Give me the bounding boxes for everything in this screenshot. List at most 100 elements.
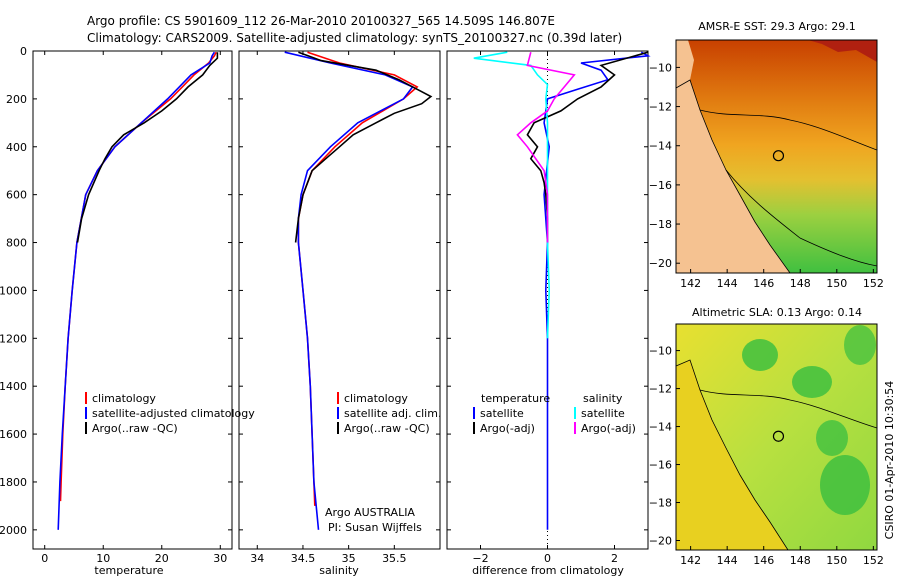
map-x-tick-label: 142 <box>680 554 701 567</box>
pi-label: PI: Susan Wijffels <box>328 521 422 534</box>
header-line-1: Argo profile: CS 5901609_112 26-Mar-2010… <box>87 14 555 28</box>
y-tick-label: 1600 <box>0 428 27 441</box>
sla-blob-2 <box>792 366 832 398</box>
map-x-tick-label: 150 <box>826 554 847 567</box>
x-tick-label: 30 <box>213 552 227 565</box>
map-x-tick-label: 144 <box>717 554 738 567</box>
y-tick-label: 1000 <box>0 284 27 297</box>
map-y-tick-label: −18 <box>649 497 672 510</box>
map-y-tick-label: −16 <box>649 179 672 192</box>
sst-shelf-contour <box>699 109 878 151</box>
sla-blob-5 <box>820 455 870 515</box>
x-tick-label: 0 <box>41 552 48 565</box>
legend-label-satellite-adj: satellite adj. clim. <box>344 407 441 420</box>
sla-blob-4 <box>816 420 848 456</box>
map-y-tick-label: −14 <box>649 140 672 153</box>
y-tick-label: 1400 <box>0 380 27 393</box>
x-tick-label: 35 <box>342 552 356 565</box>
legend-header-temperature: temperature <box>481 392 550 405</box>
y-tick-label: 0 <box>20 45 27 58</box>
side-timestamp-label: CSIRO 01-Apr-2010 10:30:54 <box>883 381 896 540</box>
series-line-satellite-adjusted-climatology <box>57 51 216 530</box>
salinity-axes-frame <box>238 50 441 550</box>
y-tick-label: 600 <box>6 189 27 202</box>
x-tick-label: 34.5 <box>291 552 316 565</box>
x-tick-label: 35.5 <box>382 552 407 565</box>
map-y-tick-label: −14 <box>649 421 672 434</box>
sst-map-title: AMSR-E SST: 29.3 Argo: 29.1 <box>698 20 856 33</box>
salinity-panel: 34 34.5 35 35.5 <box>238 50 441 565</box>
amsre-sst-map: AMSR-E SST: 29.3 Argo: 29.1 142 144 146 148… <box>649 20 884 290</box>
legend-label-sal-argo: Argo(-adj) <box>581 422 636 435</box>
y-tick-label: 2000 <box>0 524 27 537</box>
map-x-tick-label: 152 <box>863 277 884 290</box>
sst-map-frame <box>675 39 878 274</box>
y-tick-label: 400 <box>6 141 27 154</box>
map-x-tick-label: 142 <box>680 277 701 290</box>
series-line-climatology <box>297 51 419 506</box>
sla-map-title: Altimetric SLA: 0.13 Argo: 0.14 <box>692 306 862 319</box>
temperature-xlabel: temperature <box>94 564 163 577</box>
temperature-panel: 0 10 20 30 0 200 400 600 800 1000 1200 1400 1600 1800… <box>0 45 233 565</box>
map-x-tick-label: 150 <box>826 277 847 290</box>
temperature-legend: climatology satellite-adjusted climatolo… <box>85 392 255 435</box>
legend-label-argo: Argo(..raw -QC) <box>344 422 430 435</box>
sla-blob-1 <box>742 339 778 371</box>
x-tick-label: 20 <box>155 552 169 565</box>
sla-map-frame <box>675 323 878 551</box>
difference-panel: −2 0 2 <box>446 50 651 565</box>
map-x-tick-label: 152 <box>863 554 884 567</box>
map-x-tick-label: 146 <box>753 554 774 567</box>
x-tick-label: 0 <box>544 552 551 565</box>
sst-argo-position-marker <box>772 150 785 162</box>
difference-legend: temperature salinity satellite Argo(-adj… <box>473 392 636 435</box>
y-tick-label: 200 <box>6 93 27 106</box>
map-x-tick-label: 148 <box>790 554 811 567</box>
x-tick-label: 34 <box>250 552 264 565</box>
series-line-argo-raw-qc- <box>294 51 433 243</box>
legend-label-temp-argo: Argo(-adj) <box>480 422 535 435</box>
header-line-2: Climatology: CARS2009. Satellite-adjuste… <box>87 31 622 45</box>
sla-blob-3 <box>844 325 876 365</box>
sst-warm-patch <box>808 40 877 62</box>
legend-label-climatology: climatology <box>344 392 408 405</box>
y-tick-label: 1200 <box>0 332 27 345</box>
legend-label-climatology: climatology <box>92 392 156 405</box>
sst-land-north <box>676 40 694 88</box>
y-tick-label: 1800 <box>0 476 27 489</box>
y-tick-label: 800 <box>6 237 27 250</box>
temperature-axes-frame <box>32 50 233 550</box>
series-line-satellite-adj-clim- <box>284 51 414 530</box>
map-y-tick-label: −12 <box>649 383 672 396</box>
salinity-xlabel: salinity <box>319 564 359 577</box>
x-tick-label: −2 <box>472 552 488 565</box>
map-y-tick-label: −12 <box>649 101 672 114</box>
map-y-tick-label: −18 <box>649 218 672 231</box>
map-x-tick-label: 146 <box>753 277 774 290</box>
argo-australia-label: Argo AUSTRALIA <box>325 506 415 519</box>
map-y-tick-label: −16 <box>649 459 672 472</box>
series-line-temperature-argo-adj- <box>526 51 649 243</box>
map-y-tick-label: −10 <box>649 345 672 358</box>
series-line-temperature-satellite <box>543 51 651 530</box>
difference-xlabel: difference from climatology <box>472 564 624 577</box>
sla-shelf-contour <box>699 389 878 429</box>
x-tick-label: 2 <box>611 552 618 565</box>
x-tick-label: 10 <box>96 552 110 565</box>
legend-label-temp-satellite: satellite <box>480 407 524 420</box>
map-y-tick-label: −10 <box>649 61 672 74</box>
salinity-legend: climatology satellite adj. clim. Argo(..… <box>337 392 441 435</box>
series-line-salinity-argo-adj- <box>516 52 576 243</box>
legend-header-salinity: salinity <box>583 392 623 405</box>
map-y-tick-label: −20 <box>649 257 672 270</box>
legend-label-argo: Argo(..raw -QC) <box>92 422 178 435</box>
series-line-argo-raw-qc- <box>76 52 219 243</box>
sla-argo-position-marker <box>772 430 785 442</box>
map-x-tick-label: 144 <box>717 277 738 290</box>
legend-label-sal-satellite: satellite <box>581 407 625 420</box>
series-line-salinity-satellite <box>473 51 551 339</box>
altimetric-sla-map: Altimetric SLA: 0.13 Argo: 0.14 142 144 14… <box>649 306 884 567</box>
map-x-tick-label: 148 <box>790 277 811 290</box>
sst-shelf-contour-2 <box>725 169 878 267</box>
